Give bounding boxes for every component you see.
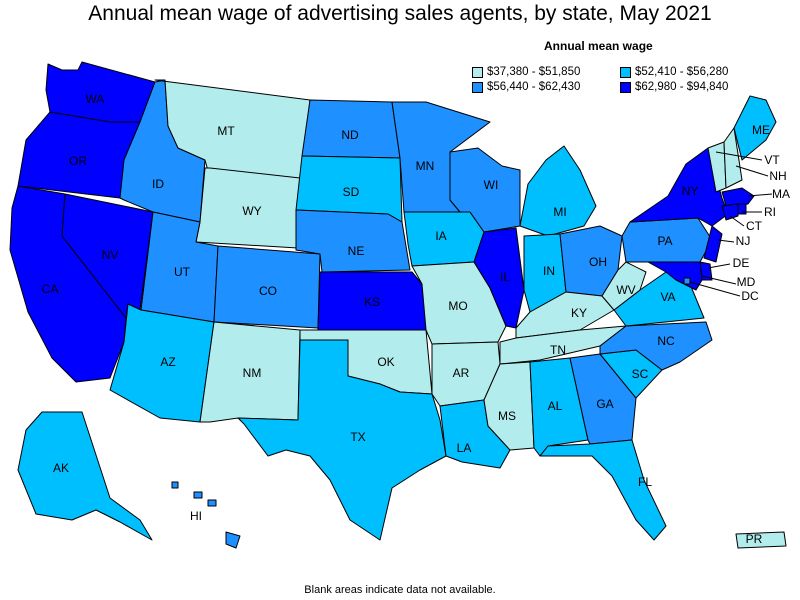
state-IL[interactable] bbox=[473, 227, 525, 329]
chart-title: Annual mean wage of advertising sales ag… bbox=[88, 2, 712, 25]
label-WV: WV bbox=[616, 283, 635, 297]
label-IL: IL bbox=[500, 270, 510, 284]
label-SD: SD bbox=[343, 185, 360, 199]
leader-line-DC bbox=[689, 281, 741, 297]
label-NH: NH bbox=[769, 169, 786, 183]
leader-line-MA bbox=[747, 193, 773, 197]
label-MT: MT bbox=[217, 124, 235, 138]
state-NY[interactable] bbox=[629, 147, 729, 227]
label-IN: IN bbox=[543, 264, 555, 278]
state-NE[interactable] bbox=[295, 209, 411, 273]
label-KY: KY bbox=[571, 306, 587, 320]
state-FL[interactable] bbox=[539, 439, 667, 541]
legend-item: $52,410 - $56,280 bbox=[620, 66, 728, 78]
footnote: Blank areas indicate data not available. bbox=[304, 584, 496, 596]
state-NC[interactable] bbox=[599, 321, 713, 371]
label-MI: MI bbox=[553, 205, 566, 219]
label-ME: ME bbox=[752, 123, 770, 137]
leader-line-NH bbox=[735, 165, 769, 177]
label-WA: WA bbox=[86, 92, 105, 106]
label-PA: PA bbox=[657, 234, 672, 248]
state-WI[interactable] bbox=[449, 147, 521, 233]
state-CT[interactable] bbox=[721, 203, 739, 221]
label-OK: OK bbox=[377, 355, 394, 369]
label-IA: IA bbox=[435, 229, 446, 243]
state-PR[interactable] bbox=[735, 531, 787, 549]
label-GA: GA bbox=[596, 397, 613, 411]
state-NJ[interactable] bbox=[703, 225, 723, 263]
label-DC: DC bbox=[741, 289, 759, 303]
legend-label: $37,380 - $51,850 bbox=[487, 66, 581, 78]
label-PR: PR bbox=[746, 532, 763, 546]
label-FL: FL bbox=[638, 475, 652, 489]
legend-item: $62,980 - $94,840 bbox=[620, 81, 728, 93]
legend-item: $37,380 - $51,850 bbox=[472, 66, 580, 78]
label-WY: WY bbox=[242, 204, 261, 218]
leader-line-MD bbox=[701, 275, 737, 285]
label-CA: CA bbox=[42, 282, 59, 296]
state-TX[interactable] bbox=[237, 339, 447, 541]
label-CT: CT bbox=[746, 219, 763, 233]
leader-line-NJ bbox=[717, 239, 735, 243]
label-MD: MD bbox=[737, 275, 756, 289]
legend-item: $56,440 - $62,430 bbox=[472, 81, 580, 93]
label-AR: AR bbox=[453, 366, 470, 380]
label-NM: NM bbox=[243, 366, 262, 380]
label-ID: ID bbox=[152, 177, 164, 191]
label-MO: MO bbox=[448, 299, 467, 313]
label-OR: OR bbox=[69, 154, 87, 168]
label-NV: NV bbox=[102, 248, 119, 262]
legend-swatch bbox=[620, 81, 631, 93]
label-AL: AL bbox=[548, 399, 563, 413]
label-MS: MS bbox=[498, 409, 516, 423]
label-VA: VA bbox=[660, 290, 675, 304]
label-NC: NC bbox=[657, 334, 675, 348]
label-AZ: AZ bbox=[160, 355, 175, 369]
label-SC: SC bbox=[632, 367, 649, 381]
label-UT: UT bbox=[174, 265, 191, 279]
legend-swatch bbox=[472, 66, 483, 78]
label-KS: KS bbox=[364, 295, 380, 309]
label-DE: DE bbox=[733, 256, 750, 270]
leader-line-CT bbox=[729, 215, 745, 227]
label-AK: AK bbox=[53, 461, 69, 475]
label-TN: TN bbox=[550, 343, 566, 357]
label-WI: WI bbox=[484, 178, 499, 192]
state-HI[interactable] bbox=[171, 481, 241, 549]
label-LA: LA bbox=[457, 441, 472, 455]
state-NH[interactable] bbox=[723, 127, 743, 189]
legend-label: $62,980 - $94,840 bbox=[635, 81, 729, 93]
label-MN: MN bbox=[416, 159, 435, 173]
leader-line-DE bbox=[707, 263, 731, 269]
legend-swatch bbox=[472, 81, 483, 93]
state-AK[interactable] bbox=[17, 411, 153, 541]
label-TX: TX bbox=[350, 430, 365, 444]
label-NY: NY bbox=[682, 184, 699, 198]
legend-label: $52,410 - $56,280 bbox=[635, 66, 729, 78]
state-DC[interactable] bbox=[683, 277, 691, 285]
label-VT: VT bbox=[764, 153, 780, 167]
label-RI: RI bbox=[764, 205, 776, 219]
label-CO: CO bbox=[259, 284, 277, 298]
legend-swatch bbox=[620, 66, 631, 78]
label-NE: NE bbox=[348, 244, 365, 258]
state-MI[interactable] bbox=[519, 145, 597, 237]
leader-line-VT bbox=[715, 151, 763, 161]
label-OH: OH bbox=[589, 255, 607, 269]
state-MA[interactable] bbox=[721, 187, 755, 207]
state-ME[interactable] bbox=[733, 95, 777, 161]
state-WV[interactable] bbox=[601, 261, 647, 311]
label-MA: MA bbox=[772, 187, 790, 201]
legend-title: Annual mean wage bbox=[544, 39, 653, 53]
label-ND: ND bbox=[341, 128, 359, 142]
label-HI: HI bbox=[190, 509, 202, 523]
label-NJ: NJ bbox=[736, 234, 751, 248]
legend-label: $56,440 - $62,430 bbox=[487, 81, 581, 93]
